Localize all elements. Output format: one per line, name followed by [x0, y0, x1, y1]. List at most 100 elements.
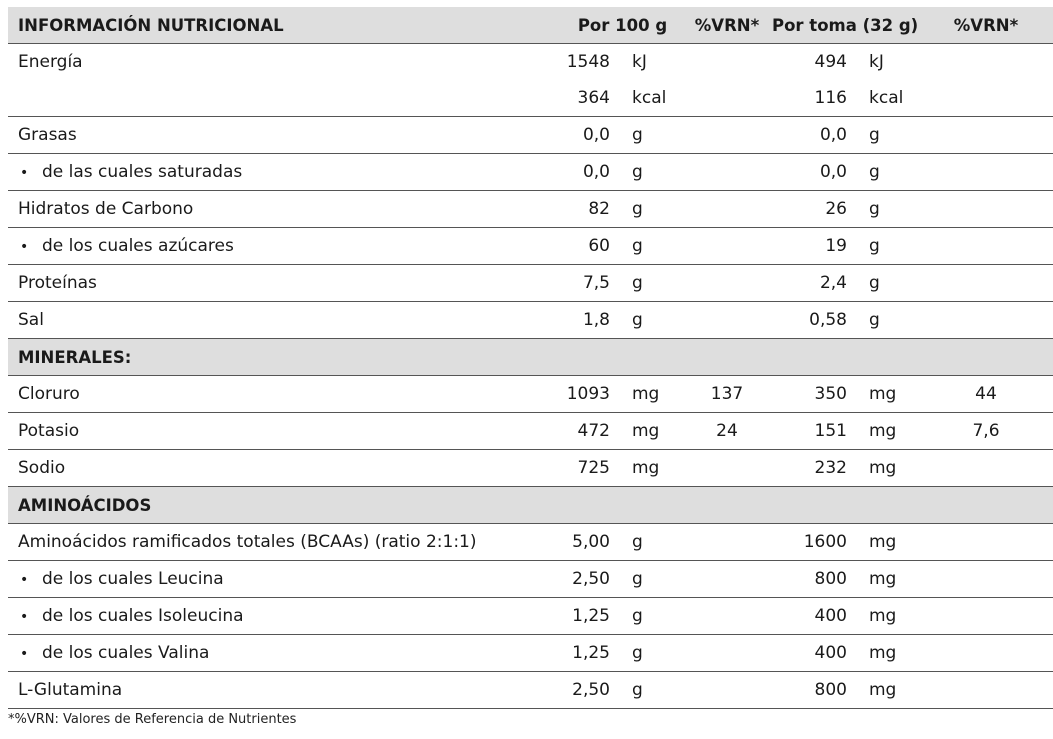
value-per-100g: 1093 — [563, 375, 610, 413]
bullet-icon: • — [20, 239, 29, 255]
bullet-icon: • — [20, 646, 29, 662]
footnote: *%VRN: Valores de Referencia de Nutrient… — [8, 712, 297, 727]
unit-per-100g: kJ — [632, 52, 647, 72]
value-per-serving: 26 — [772, 190, 847, 228]
unit-per-serving: mg — [847, 671, 919, 709]
table-row: Cloruro 1093 mg 137 350 mg 44 — [8, 375, 1053, 413]
section-title-minerals: MINERALES: — [8, 338, 1053, 376]
unit-per-serving: mg — [847, 412, 919, 450]
vrn-per-serving — [919, 116, 1053, 154]
table-row: Potasio 472 mg 24 151 mg 7,6 — [8, 412, 1053, 450]
vrn-per-serving — [919, 190, 1053, 228]
section-header-row: AMINOÁCIDOS — [8, 486, 1053, 524]
vrn-per-100g — [682, 449, 772, 487]
unit-per-100g: g — [610, 153, 682, 191]
nutrition-table: INFORMACIÓN NUTRICIONAL Por 100 g %VRN* … — [8, 7, 1053, 709]
value-per-serving: 400 — [772, 597, 847, 635]
unit-per-serving: kJ — [869, 52, 884, 72]
table-row: Proteínas 7,5 g 2,4 g — [8, 264, 1053, 302]
value-per-100g: 0,0 — [563, 116, 610, 154]
unit-per-100g: mg — [610, 375, 682, 413]
vrn-per-100g — [682, 634, 772, 672]
row-label: Sodio — [8, 449, 563, 487]
unit-per-serving: g — [847, 116, 919, 154]
vrn-per-serving — [919, 597, 1053, 635]
unit-per-serving: kcal — [847, 80, 919, 117]
unit-per-serving: mg — [847, 597, 919, 635]
vrn-per-100g — [682, 153, 772, 191]
vrn-per-100g — [682, 523, 772, 561]
row-label-cell: • de las cuales saturadas — [8, 153, 563, 191]
row-label: Grasas — [8, 116, 563, 154]
vrn-per-100g — [682, 301, 772, 339]
unit-per-100g: g — [610, 634, 682, 672]
value-per-100g: 7,5 — [563, 264, 610, 302]
vrn-per-serving — [919, 153, 1053, 191]
row-label: de los cuales Leucina — [42, 569, 224, 589]
section-title-amino-acids: AMINOÁCIDOS — [8, 486, 1053, 524]
vrn-per-serving — [919, 560, 1053, 598]
table-row: • de los cuales Leucina 2,50 g 800 mg — [8, 560, 1053, 598]
unit-per-serving: g — [847, 227, 919, 265]
row-label: Aminoácidos ramificados totales (BCAAs) … — [8, 523, 563, 561]
row-label-cell: • de los cuales Leucina — [8, 560, 563, 598]
value-per-100g: 472 — [563, 412, 610, 450]
vrn-per-serving — [919, 264, 1053, 302]
value-per-serving: 800 — [772, 560, 847, 598]
row-label — [8, 80, 563, 117]
unit-per-100g: g — [610, 190, 682, 228]
value-per-100g: 60 — [563, 227, 610, 265]
unit-per-serving: g — [847, 153, 919, 191]
row-label: de los cuales azúcares — [42, 236, 234, 256]
vrn-per-serving — [919, 523, 1053, 561]
vrn-per-serving — [919, 449, 1053, 487]
vrn-per-serving — [919, 44, 1053, 81]
col-header-vrn-100g: %VRN* — [682, 7, 772, 44]
vrn-per-100g — [682, 44, 772, 81]
table-row: Sal 1,8 g 0,58 g — [8, 301, 1053, 339]
unit-per-100g: g — [610, 301, 682, 339]
bullet-icon: • — [20, 165, 29, 181]
value-per-100g: 725 — [563, 449, 610, 487]
table-row: • de los cuales azúcares 60 g 19 g — [8, 227, 1053, 265]
unit-per-100g: g — [610, 227, 682, 265]
unit-per-100g: g — [610, 264, 682, 302]
table-row: Hidratos de Carbono 82 g 26 g — [8, 190, 1053, 228]
col-header-per-serving: Por toma (32 g) — [772, 7, 919, 44]
value-per-serving: 2,4 — [772, 264, 847, 302]
value-per-serving: 116 — [772, 80, 847, 117]
row-label: de las cuales saturadas — [42, 162, 243, 182]
value-per-serving: 400 — [772, 634, 847, 672]
vrn-per-serving — [919, 227, 1053, 265]
table-row: • de las cuales saturadas 0,0 g 0,0 g — [8, 153, 1053, 191]
value-per-serving: 0,0 — [772, 153, 847, 191]
value-per-serving: 800 — [772, 671, 847, 709]
unit-per-100g: kcal — [610, 80, 682, 117]
unit-per-serving: mg — [847, 523, 919, 561]
row-label: Sal — [8, 301, 563, 339]
table-row: L-Glutamina 2,50 g 800 mg — [8, 671, 1053, 709]
value-per-serving: 350 — [772, 375, 847, 413]
unit-per-serving: g — [847, 301, 919, 339]
value-per-serving: 0,58 — [772, 301, 847, 339]
row-label-cell: • de los cuales Valina — [8, 634, 563, 672]
col-header-vrn-serving: %VRN* — [919, 7, 1053, 44]
bullet-icon: • — [20, 572, 29, 588]
row-label: Energía — [18, 52, 83, 72]
vrn-per-serving — [919, 671, 1053, 709]
value-per-100g: 1548 — [566, 52, 610, 72]
value-per-serving: 19 — [772, 227, 847, 265]
unit-per-100g: mg — [610, 412, 682, 450]
unit-per-100g: g — [610, 116, 682, 154]
section-header-row: MINERALES: — [8, 338, 1053, 376]
vrn-per-serving — [919, 301, 1053, 339]
table-title: INFORMACIÓN NUTRICIONAL — [8, 7, 563, 44]
row-label: de los cuales Isoleucina — [42, 606, 244, 626]
row-label: de los cuales Valina — [42, 643, 210, 663]
col-header-per-100g: Por 100 g — [563, 7, 682, 44]
row-label: Potasio — [8, 412, 563, 450]
unit-per-serving: g — [847, 190, 919, 228]
value-per-serving: 232 — [772, 449, 847, 487]
unit-per-serving: mg — [847, 560, 919, 598]
